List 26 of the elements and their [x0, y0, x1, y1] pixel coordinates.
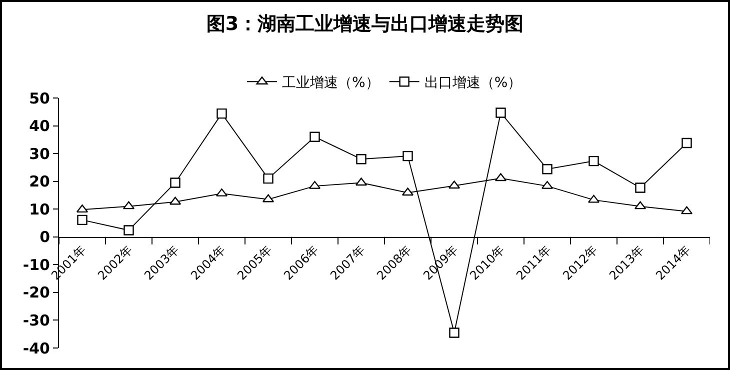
point — [588, 156, 599, 166]
point — [402, 150, 413, 162]
y-tick-label: -10 — [22, 256, 50, 274]
point — [124, 225, 134, 236]
y-tick-label: -40 — [22, 339, 50, 358]
point — [263, 173, 274, 184]
y-tick-label: 0 — [40, 228, 50, 246]
legend-label: 出口增速（%） — [424, 75, 522, 92]
point — [542, 164, 552, 174]
chart-title: 图3：湖南工业增速与出口增速走势图 — [206, 12, 524, 35]
y-tick-label: -20 — [22, 284, 50, 302]
y-tick-label: -30 — [22, 311, 50, 330]
legend-label: 工业增速（%） — [282, 75, 380, 92]
point — [635, 182, 646, 193]
y-tick-label: 30 — [29, 144, 50, 163]
point — [496, 108, 506, 118]
y-tick-label: 50 — [29, 89, 50, 108]
point — [682, 138, 692, 148]
point — [310, 132, 320, 142]
point — [77, 214, 88, 226]
y-tick-label: 10 — [29, 200, 50, 218]
point — [356, 154, 366, 164]
point — [170, 178, 180, 188]
y-tick-label: 40 — [29, 117, 50, 136]
point — [216, 108, 227, 119]
y-tick-label: 20 — [29, 172, 50, 191]
